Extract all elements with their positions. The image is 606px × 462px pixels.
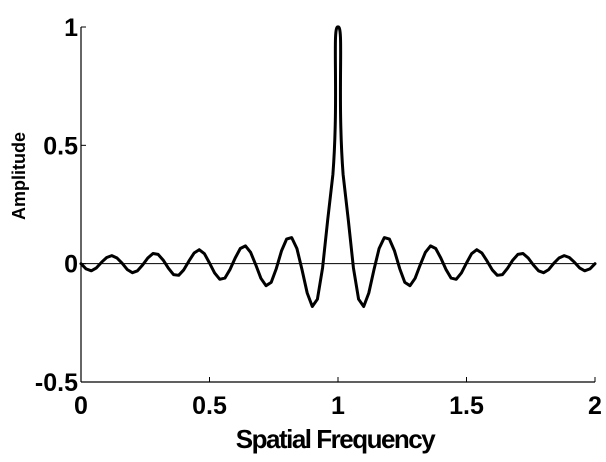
amplitude-series-line	[79, 25, 597, 308]
x-tick-label: 0	[74, 392, 88, 420]
y-tick-label: 1	[64, 14, 78, 42]
x-tick-label: 0.5	[192, 392, 227, 420]
y-tick-label: -0.5	[35, 369, 78, 397]
x-axis-label: Spatial Frequency	[236, 424, 436, 454]
tick-labels: 0 0.5 1 1.5 2-0.500.51	[35, 14, 602, 420]
axes	[80, 26, 596, 383]
y-tick-label: 0	[64, 251, 78, 279]
x-tick-label: 1	[331, 392, 345, 420]
y-tick-label: 0.5	[43, 132, 78, 160]
y-axis-label: Amplitude	[9, 132, 29, 220]
x-tick-label: 2	[588, 392, 602, 420]
plot-area	[79, 25, 597, 308]
x-tick-label: 1.5	[449, 392, 484, 420]
